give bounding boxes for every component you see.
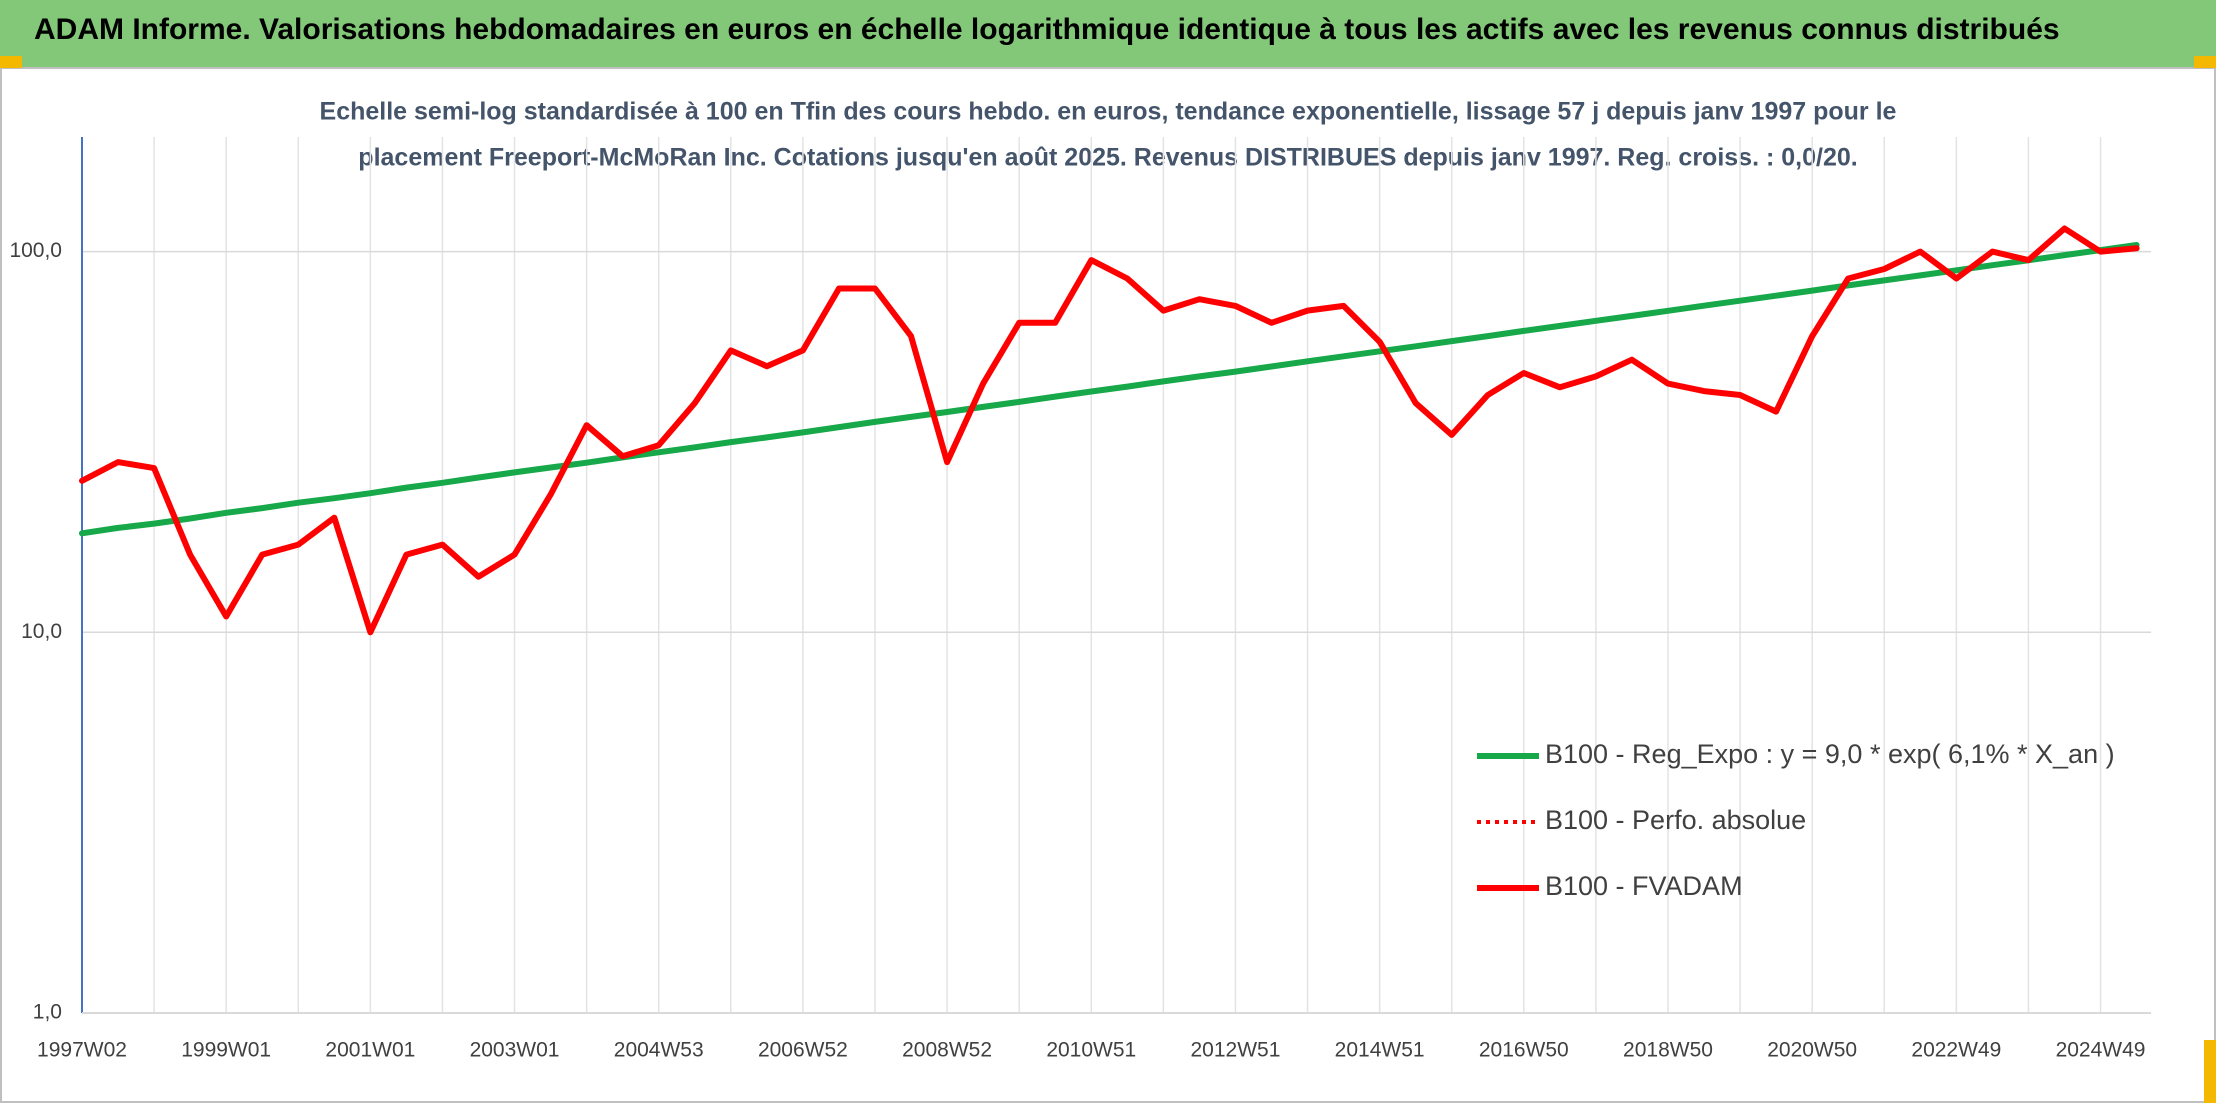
x-tick-label: 1999W01 (181, 1039, 271, 1062)
chart-subtitle: Echelle semi-log standardisée à 100 en T… (320, 98, 1897, 126)
x-tick-label: 2003W01 (470, 1039, 560, 1062)
x-tick-label: 2018W50 (1623, 1039, 1713, 1062)
y-tick-label: 100,0 (9, 239, 62, 262)
x-tick-label: 2004W53 (614, 1039, 704, 1062)
x-tick-label: 2006W52 (758, 1039, 848, 1062)
legend-label: B100 - Perfo. absolue (1545, 805, 1806, 835)
x-tick-label: 2020W50 (1767, 1039, 1857, 1062)
series-line (79, 242, 2140, 537)
x-tick-label: 1997W02 (37, 1039, 127, 1062)
y-tick-label: 10,0 (21, 620, 62, 643)
series-line (79, 225, 2140, 636)
x-tick-label: 2016W50 (1479, 1039, 1569, 1062)
chart-frame (0, 67, 2216, 1103)
x-tick-label: 2010W51 (1046, 1039, 1136, 1062)
header-bar (0, 0, 2216, 68)
x-tick-label: 2001W01 (325, 1039, 415, 1062)
x-tick-label: 2024W49 (2056, 1039, 2146, 1062)
chart-subtitle: placement Freeport-McMoRan Inc. Cotation… (358, 144, 1857, 172)
legend-label: B100 - Reg_Expo : y = 9,0 * exp( 6,1% * … (1545, 739, 2115, 769)
chart-title: ADAM Informe. Valorisations hebdomadaire… (34, 13, 2060, 46)
x-tick-label: 2022W49 (1911, 1039, 2001, 1062)
corner-mark (2204, 1040, 2216, 1103)
legend-label: B100 - FVADAM (1545, 871, 1743, 901)
corner-mark (2194, 56, 2216, 68)
x-tick-label: 2014W51 (1335, 1039, 1425, 1062)
y-tick-label: 1,0 (33, 1001, 62, 1024)
corner-mark (0, 56, 22, 68)
x-tick-label: 2012W51 (1190, 1039, 1280, 1062)
x-tick-label: 2008W52 (902, 1039, 992, 1062)
